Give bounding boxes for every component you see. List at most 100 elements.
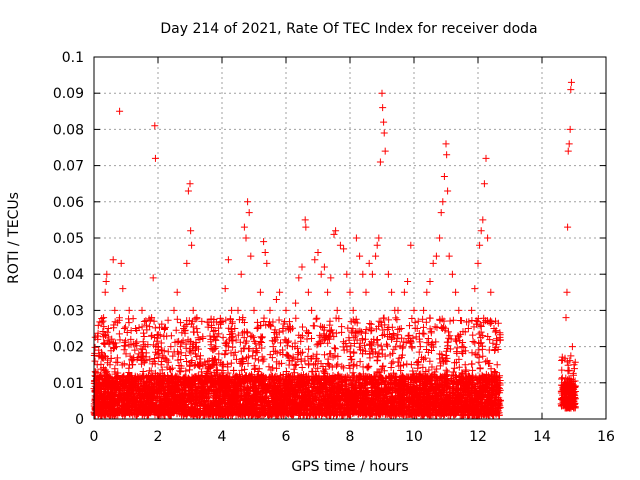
data-point: [273, 349, 281, 357]
data-point: [161, 323, 169, 331]
data-point: [121, 342, 129, 350]
data-point: [407, 361, 415, 369]
data-point: [248, 332, 256, 340]
data-point: [297, 337, 305, 345]
data-point: [489, 339, 497, 347]
data-point: [411, 318, 419, 326]
data-point: [172, 326, 180, 334]
data-point: [139, 368, 147, 376]
data-point: [456, 337, 464, 345]
data-point: [147, 367, 155, 375]
data-point: [186, 345, 194, 353]
data-point: [458, 390, 466, 398]
data-point: [206, 332, 214, 340]
data-point: [446, 317, 454, 325]
data-point: [305, 330, 313, 338]
data-point: [468, 349, 476, 357]
data-point: [312, 315, 320, 323]
data-point: [364, 364, 372, 372]
data-point: [281, 336, 289, 344]
data-point: [494, 319, 502, 327]
x-tick-label: 4: [218, 429, 227, 445]
data-point: [469, 337, 477, 345]
data-point: [118, 361, 126, 369]
data-point: [188, 373, 196, 381]
data-point: [405, 322, 413, 330]
data-point: [455, 363, 463, 371]
data-point: [362, 326, 370, 334]
data-point: [326, 350, 334, 358]
data-point: [323, 411, 331, 419]
data-point: [151, 354, 159, 362]
data-point: [414, 357, 422, 365]
data-point: [398, 334, 406, 342]
data-point: [453, 348, 461, 356]
data-point: [454, 332, 462, 340]
data-point: [405, 331, 413, 339]
data-point: [131, 346, 139, 354]
data-point: [350, 334, 358, 342]
data-point: [292, 314, 300, 322]
data-point: [91, 357, 99, 365]
data-point: [476, 321, 484, 329]
data-point: [387, 363, 395, 371]
data-point: [455, 333, 463, 341]
data-point: [139, 338, 147, 346]
data-point: [322, 375, 330, 383]
data-point: [436, 362, 444, 370]
data-point: [273, 364, 281, 372]
data-point: [460, 343, 468, 351]
data-point: [440, 317, 448, 325]
data-point: [356, 358, 364, 366]
data-point: [183, 358, 191, 366]
data-point: [423, 346, 431, 354]
data-point: [212, 343, 220, 351]
data-point: [100, 340, 108, 348]
data-point: [317, 333, 325, 341]
data-point: [321, 351, 329, 359]
data-point: [321, 373, 329, 381]
data-point: [419, 329, 427, 337]
data-point: [331, 352, 339, 360]
data-point: [192, 350, 200, 358]
data-point: [100, 323, 108, 331]
x-tick-label: 14: [533, 429, 551, 445]
x-tick-label: 12: [469, 429, 487, 445]
data-point: [320, 373, 328, 381]
data-point: [304, 361, 312, 369]
data-point: [229, 343, 237, 351]
data-point: [283, 351, 291, 359]
data-point: [115, 330, 123, 338]
data-point: [444, 328, 452, 336]
data-point: [465, 318, 473, 326]
data-point: [453, 337, 461, 345]
data-point: [383, 340, 391, 348]
data-point: [399, 361, 407, 369]
data-point: [492, 335, 500, 343]
data-point: [241, 365, 249, 373]
data-point: [158, 366, 166, 374]
data-point: [348, 327, 356, 335]
data-point: [101, 340, 109, 348]
data-point: [483, 357, 491, 365]
data-point: [491, 346, 499, 354]
data-point: [177, 355, 185, 363]
data-point: [173, 338, 181, 346]
data-point: [377, 342, 385, 350]
data-point: [280, 320, 288, 328]
data-point: [422, 318, 430, 326]
data-point: [424, 348, 432, 356]
data-point: [150, 317, 158, 325]
data-point: [476, 364, 484, 372]
data-point: [182, 351, 190, 359]
data-point: [299, 323, 306, 331]
data-point: [153, 337, 161, 345]
y-tick-label: 0.01: [53, 376, 84, 392]
data-point: [146, 355, 154, 363]
data-point: [91, 349, 99, 357]
data-point: [332, 314, 340, 322]
data-point: [445, 334, 453, 342]
data-point: [419, 363, 427, 371]
data-point: [458, 369, 466, 377]
data-point: [230, 367, 238, 375]
